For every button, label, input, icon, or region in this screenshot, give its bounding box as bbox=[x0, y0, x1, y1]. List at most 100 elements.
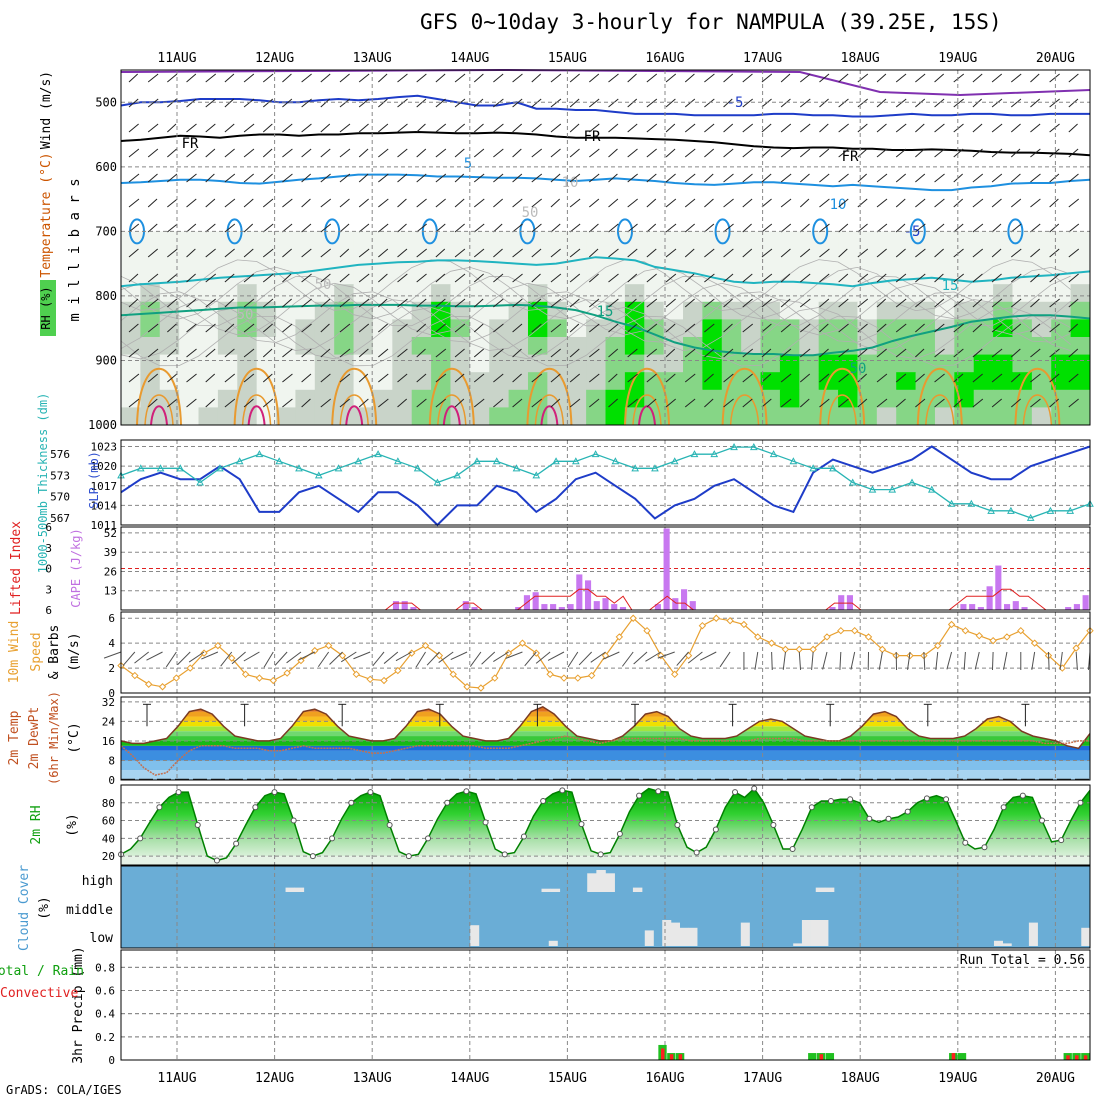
rh-legend-swatch bbox=[40, 280, 56, 336]
rh-cell bbox=[1012, 231, 1033, 250]
wind-barb bbox=[282, 348, 293, 358]
rh-cell bbox=[605, 231, 626, 250]
rh-cell bbox=[450, 266, 471, 285]
rh-cell bbox=[508, 319, 529, 338]
wind-barb bbox=[1010, 198, 1022, 208]
wind-barb bbox=[569, 398, 581, 408]
rh-cell bbox=[372, 354, 393, 373]
rh-cell bbox=[411, 354, 432, 373]
rh-cell bbox=[896, 354, 917, 373]
wind-barb bbox=[167, 173, 178, 183]
wind-barb bbox=[819, 298, 830, 308]
wind-barb bbox=[378, 148, 389, 158]
rh-cell bbox=[508, 231, 529, 250]
wind-barb bbox=[665, 73, 677, 83]
thickness-point bbox=[552, 457, 560, 465]
wind-barb bbox=[147, 348, 159, 358]
cloud-low-cell bbox=[993, 940, 1004, 946]
wind-barb bbox=[243, 373, 255, 383]
wind-barb bbox=[665, 248, 677, 258]
wind-barb bbox=[186, 198, 197, 208]
wind-barb bbox=[243, 348, 255, 358]
wind-speed-point bbox=[781, 645, 790, 654]
rh-cell bbox=[392, 231, 413, 250]
wind-barb bbox=[167, 148, 177, 158]
isotherm-20 bbox=[233, 367, 280, 426]
wind-barb bbox=[531, 323, 542, 333]
rh-cell bbox=[973, 372, 994, 391]
wind-barb bbox=[953, 298, 965, 308]
wind-barb-10m bbox=[1003, 651, 1008, 670]
rh-cell bbox=[179, 231, 200, 250]
wind-barb-10m bbox=[850, 651, 856, 670]
slp-tick-label: 1014 bbox=[91, 499, 118, 512]
rh-point bbox=[1000, 804, 1007, 811]
wind-barb bbox=[1030, 398, 1041, 408]
rh-cell bbox=[527, 336, 548, 356]
wind-barb bbox=[723, 198, 734, 208]
rh-cell bbox=[469, 336, 490, 356]
wind-barb bbox=[895, 198, 906, 208]
rh-cell bbox=[605, 407, 626, 426]
wind-barb-10m bbox=[188, 651, 205, 663]
cape-tick-label: 26 bbox=[104, 565, 117, 578]
wind-barb bbox=[493, 148, 504, 158]
precip-rain-bar bbox=[808, 1053, 817, 1060]
rh-cell bbox=[372, 301, 393, 320]
wind-barb bbox=[243, 198, 254, 208]
wind-barb bbox=[416, 148, 427, 158]
wind-barb bbox=[397, 173, 408, 183]
rh-tick-label: 20 bbox=[102, 850, 115, 863]
rh-cell bbox=[121, 407, 141, 426]
rh-cell bbox=[334, 407, 355, 426]
rh-tick-label: 40 bbox=[102, 832, 115, 845]
rh-cell bbox=[721, 248, 742, 268]
wind-barb bbox=[1049, 248, 1060, 258]
wind-barb bbox=[627, 248, 638, 258]
isotherm-20 bbox=[721, 367, 768, 426]
wind-barb bbox=[646, 373, 657, 383]
wind-barb bbox=[589, 148, 600, 158]
rh-cell bbox=[450, 336, 471, 356]
wind-barb bbox=[1030, 273, 1040, 283]
rh-cell bbox=[876, 301, 897, 320]
rh-cell bbox=[838, 301, 858, 320]
rh-cell bbox=[314, 389, 335, 408]
wind-speed-point bbox=[560, 674, 568, 682]
wind-speed-point bbox=[961, 626, 970, 635]
wind-barb bbox=[262, 298, 274, 308]
wind-barb-10m bbox=[317, 651, 330, 668]
wind-barb bbox=[972, 73, 983, 83]
rh-contour-line bbox=[120, 315, 1071, 367]
rh-cell bbox=[760, 248, 781, 268]
wind-barb bbox=[454, 298, 466, 308]
rh-cell bbox=[217, 284, 238, 303]
wind-barb bbox=[435, 373, 447, 383]
wind-barb bbox=[780, 273, 791, 283]
wind-barb bbox=[895, 323, 907, 333]
rh-cell bbox=[431, 248, 451, 268]
wind-barb bbox=[378, 248, 389, 258]
wind-barb bbox=[1068, 173, 1079, 183]
rh-cell bbox=[1051, 266, 1072, 285]
wind-barb bbox=[646, 348, 658, 358]
wind-barb bbox=[301, 223, 312, 233]
wind-barb bbox=[512, 198, 523, 208]
rh-cell bbox=[993, 407, 1013, 426]
wind-barb-10m bbox=[220, 651, 233, 667]
rh-cell bbox=[334, 266, 355, 285]
rh-cell bbox=[256, 319, 277, 338]
wind-barb bbox=[761, 248, 773, 258]
thickness-point bbox=[987, 506, 995, 514]
rh-cell bbox=[993, 248, 1013, 268]
rh-cell bbox=[896, 372, 917, 391]
wind-barb bbox=[147, 148, 159, 158]
wind-barb bbox=[876, 223, 888, 233]
date-label-bottom: 17AUG bbox=[743, 1071, 782, 1086]
wind-barb bbox=[876, 98, 887, 108]
wind-barb bbox=[915, 173, 926, 183]
wind-barb bbox=[262, 348, 273, 358]
wind-barb bbox=[301, 148, 312, 158]
wind-barb bbox=[684, 398, 696, 408]
wind-barb bbox=[684, 273, 695, 283]
